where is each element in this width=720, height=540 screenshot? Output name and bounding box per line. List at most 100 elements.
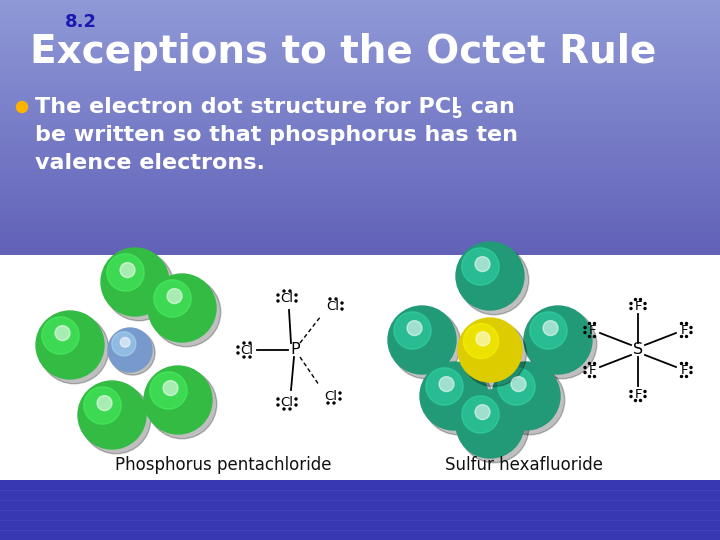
Bar — [0, 178, 720, 180]
Bar — [0, 228, 720, 232]
Text: The electron dot structure for PCl: The electron dot structure for PCl — [35, 97, 459, 117]
Bar — [0, 90, 720, 93]
Bar — [0, 197, 720, 200]
Bar — [0, 122, 720, 125]
Circle shape — [151, 278, 221, 347]
Bar — [0, 14, 720, 17]
Circle shape — [680, 362, 683, 365]
Bar — [0, 137, 720, 140]
Bar — [0, 169, 720, 172]
Bar — [0, 218, 720, 221]
Circle shape — [78, 381, 146, 449]
Circle shape — [584, 367, 586, 368]
Bar — [0, 480, 720, 540]
Bar — [0, 118, 720, 121]
Circle shape — [243, 342, 245, 344]
Circle shape — [112, 332, 136, 356]
Circle shape — [339, 392, 341, 394]
Text: 8.2: 8.2 — [65, 13, 97, 31]
Bar — [0, 18, 720, 21]
Circle shape — [289, 408, 291, 410]
Circle shape — [524, 306, 592, 374]
Bar — [0, 71, 720, 75]
Circle shape — [394, 312, 431, 349]
Circle shape — [639, 400, 642, 402]
Circle shape — [329, 298, 331, 300]
Circle shape — [690, 332, 692, 334]
Circle shape — [644, 302, 646, 305]
Circle shape — [17, 102, 27, 112]
Circle shape — [295, 294, 297, 296]
Text: can: can — [463, 97, 515, 117]
Bar — [0, 107, 720, 111]
Circle shape — [55, 326, 70, 341]
Circle shape — [120, 262, 135, 278]
Bar — [0, 78, 720, 81]
Bar — [0, 67, 720, 70]
Circle shape — [277, 300, 279, 302]
Circle shape — [588, 362, 590, 365]
Circle shape — [588, 375, 590, 377]
Bar — [0, 97, 720, 100]
Bar — [0, 192, 720, 195]
Text: F: F — [634, 388, 642, 401]
Bar — [0, 31, 720, 34]
Bar — [0, 120, 720, 123]
Bar — [0, 52, 720, 55]
Bar — [0, 237, 720, 240]
Circle shape — [167, 288, 182, 303]
Circle shape — [475, 404, 490, 420]
Bar — [0, 210, 720, 213]
Bar — [0, 184, 720, 187]
Bar — [0, 176, 720, 179]
Circle shape — [84, 387, 121, 424]
Bar — [0, 110, 720, 113]
Bar — [0, 246, 720, 248]
Circle shape — [644, 390, 646, 393]
Bar — [0, 56, 720, 59]
Circle shape — [630, 395, 632, 397]
Bar — [0, 99, 720, 102]
Circle shape — [277, 404, 279, 406]
Bar — [0, 194, 720, 198]
Bar — [0, 116, 720, 119]
Circle shape — [593, 362, 595, 365]
Circle shape — [685, 322, 688, 325]
Bar — [0, 20, 720, 23]
Bar — [0, 16, 720, 19]
Bar — [0, 207, 720, 211]
Circle shape — [249, 342, 251, 344]
Bar — [0, 63, 720, 66]
Circle shape — [327, 402, 329, 404]
Circle shape — [690, 327, 692, 328]
Bar — [0, 65, 720, 68]
Bar — [0, 171, 720, 174]
Circle shape — [584, 372, 586, 374]
Circle shape — [104, 252, 174, 321]
Circle shape — [464, 323, 499, 359]
Text: F: F — [634, 300, 642, 313]
Circle shape — [630, 390, 632, 393]
Bar — [0, 69, 720, 72]
Bar — [0, 73, 720, 77]
Text: Phosphorus pentachloride: Phosphorus pentachloride — [115, 456, 331, 474]
Bar — [0, 173, 720, 177]
Bar — [0, 5, 720, 9]
Bar — [0, 133, 720, 136]
Bar — [0, 160, 720, 164]
Bar — [0, 48, 720, 51]
Circle shape — [392, 309, 461, 379]
Bar — [0, 0, 720, 2]
Circle shape — [120, 338, 130, 347]
Bar — [0, 139, 720, 143]
Circle shape — [237, 346, 239, 348]
Text: S: S — [633, 342, 643, 357]
Bar — [0, 3, 720, 6]
Text: valence electrons.: valence electrons. — [35, 153, 265, 173]
Bar — [0, 84, 720, 87]
Bar — [0, 220, 720, 223]
Circle shape — [407, 321, 422, 335]
Bar — [0, 10, 720, 13]
Circle shape — [295, 404, 297, 406]
Bar — [0, 186, 720, 189]
